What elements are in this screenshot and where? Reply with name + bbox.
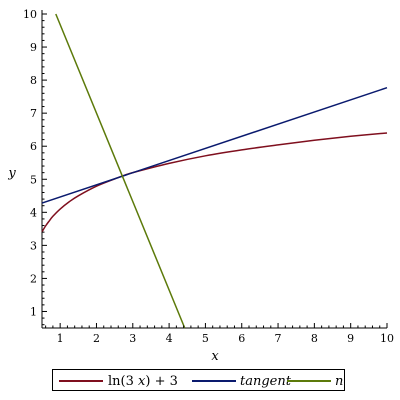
legend: ln(3 x) + 3 tangent normal [52,369,382,391]
x-tick-label: 1 [57,332,64,345]
legend-label-tangent: tangent [240,374,292,389]
x-tick-label: 10 [380,332,394,345]
y-tick-label: 2 [30,272,37,285]
y-tick-label: 4 [30,206,37,219]
legend-label-ln-var: x [138,374,146,389]
x-tick-label: 2 [93,332,100,345]
y-tick-label: 5 [30,173,37,186]
x-tick-label: 6 [238,332,245,345]
y-tick-label: 9 [30,41,37,54]
legend-label-ln-tail: ) + 3 [145,374,178,389]
x-tick-label: 5 [202,332,209,345]
y-axis-label: y [7,166,16,181]
x-tick-label: 8 [311,332,318,345]
y-tick-label: 3 [30,239,37,252]
x-tick-label: 9 [347,332,354,345]
y-tick-label: 7 [30,107,37,120]
y-tick-label: 8 [30,74,37,87]
ticks-layer: 1 2 3 4 5 6 7 8 9 10 1 2 3 4 5 6 7 8 9 10 [23,8,394,345]
series-ln3x-plus-3 [41,132,388,233]
x-axis-label: x [211,349,219,364]
x-tick-label: 4 [166,332,173,345]
series-tangent [41,86,388,204]
legend-label-ln: ln(3 x) + 3 [108,374,178,389]
x-tick-label: 7 [275,332,282,345]
legend-label-ln-main: ln(3 [108,374,138,389]
y-tick-label: 1 [30,305,37,318]
series-normal [55,13,186,329]
y-tick-label: 6 [30,140,37,153]
legend-label-normal: normal [335,374,344,389]
y-tick-label: 10 [23,8,37,21]
axes [41,10,387,329]
x-tick-label: 3 [129,332,136,345]
series-layer [41,13,388,329]
